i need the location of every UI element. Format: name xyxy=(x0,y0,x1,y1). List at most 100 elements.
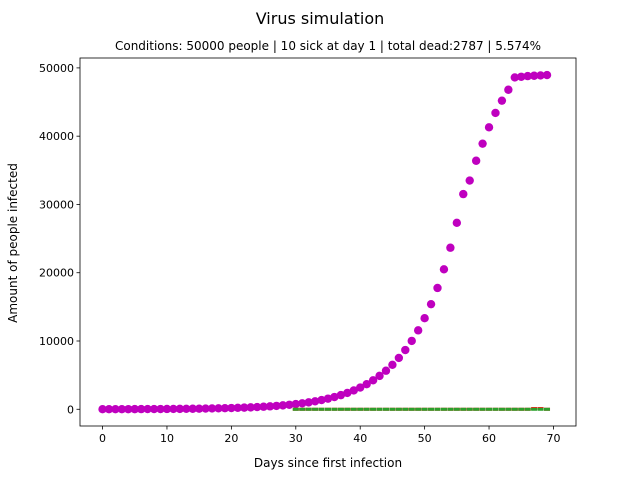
x-tick-label: 10 xyxy=(160,432,174,445)
data-point xyxy=(272,401,281,411)
data-point xyxy=(349,386,358,395)
data-point xyxy=(518,407,525,411)
data-point xyxy=(312,407,319,411)
data-point xyxy=(413,326,423,335)
data-point xyxy=(381,366,391,375)
y-tick-label: 0 xyxy=(67,403,74,416)
data-point xyxy=(388,360,397,369)
data-point xyxy=(492,407,499,411)
data-point xyxy=(421,407,428,411)
chart-subtitle: Conditions: 50000 people | 10 sick at da… xyxy=(115,39,541,53)
data-point xyxy=(214,404,223,413)
data-point xyxy=(337,407,344,411)
x-tick-label: 40 xyxy=(353,432,367,445)
series-1 xyxy=(292,407,551,411)
data-point xyxy=(524,407,531,411)
data-point xyxy=(291,399,300,409)
data-point xyxy=(531,407,538,411)
data-point xyxy=(376,407,383,411)
data-point xyxy=(523,71,532,81)
data-point xyxy=(479,407,486,411)
data-point xyxy=(207,404,217,413)
data-point xyxy=(201,404,210,413)
data-point xyxy=(434,407,441,411)
data-point xyxy=(175,404,185,414)
data-point xyxy=(149,404,159,414)
y-tick-label: 50000 xyxy=(39,62,74,75)
data-point xyxy=(194,404,204,413)
data-point xyxy=(162,404,172,414)
data-point xyxy=(265,402,275,411)
y-tick-label: 20000 xyxy=(39,267,74,280)
data-point xyxy=(471,156,481,165)
x-tick-label: 70 xyxy=(546,432,560,445)
data-point xyxy=(529,71,539,80)
data-point xyxy=(473,407,480,411)
data-point xyxy=(505,407,512,411)
series-2 xyxy=(292,407,551,411)
data-point xyxy=(318,407,325,411)
data-point xyxy=(536,71,545,80)
data-point xyxy=(292,407,299,411)
data-point xyxy=(220,403,230,413)
data-point xyxy=(104,404,114,414)
data-point xyxy=(484,123,494,132)
data-point xyxy=(394,353,404,363)
data-point xyxy=(98,405,107,414)
data-point xyxy=(252,402,262,412)
series-0 xyxy=(98,70,552,414)
data-point xyxy=(285,400,294,409)
data-point xyxy=(362,379,371,389)
data-point xyxy=(331,407,338,411)
data-point xyxy=(460,407,467,411)
y-axis-label: Amount of people infected xyxy=(6,163,20,323)
data-point xyxy=(498,407,505,411)
data-point xyxy=(136,404,146,414)
y-tick-label: 10000 xyxy=(39,335,74,348)
data-point xyxy=(497,96,507,105)
data-point xyxy=(305,407,312,411)
data-point xyxy=(298,399,307,408)
data-point xyxy=(382,407,389,411)
data-point xyxy=(426,299,436,309)
data-point xyxy=(143,404,152,414)
x-axis-label: Days since first infection xyxy=(254,456,402,470)
data-point xyxy=(517,72,526,81)
x-tick-label: 20 xyxy=(224,432,238,445)
data-point xyxy=(415,407,422,411)
data-point xyxy=(336,390,346,400)
data-point xyxy=(299,407,306,411)
data-point xyxy=(478,139,487,148)
data-point xyxy=(401,345,410,355)
data-point xyxy=(323,394,333,403)
data-point xyxy=(542,70,552,80)
data-point xyxy=(357,407,364,411)
data-point xyxy=(111,404,120,414)
data-point xyxy=(130,404,139,414)
y-tick-label: 30000 xyxy=(39,198,74,211)
data-point xyxy=(491,108,500,118)
data-point xyxy=(343,388,352,398)
data-point xyxy=(188,404,197,413)
data-point xyxy=(278,401,288,410)
data-point xyxy=(452,218,462,228)
data-point xyxy=(544,407,551,411)
data-point xyxy=(537,407,544,411)
data-point xyxy=(370,407,377,411)
data-point xyxy=(420,314,429,323)
data-point xyxy=(439,265,449,274)
data-point xyxy=(465,176,474,185)
data-point xyxy=(182,404,191,414)
data-point xyxy=(246,403,255,412)
y-axis: 0 10000 20000 30000 40000 50000 xyxy=(39,62,80,416)
data-point xyxy=(233,403,243,413)
data-point xyxy=(227,403,236,413)
data-point xyxy=(363,407,370,411)
data-point xyxy=(407,336,416,346)
data-point xyxy=(344,407,351,411)
data-point xyxy=(356,383,365,392)
data-point xyxy=(446,243,455,252)
data-point xyxy=(124,404,133,414)
